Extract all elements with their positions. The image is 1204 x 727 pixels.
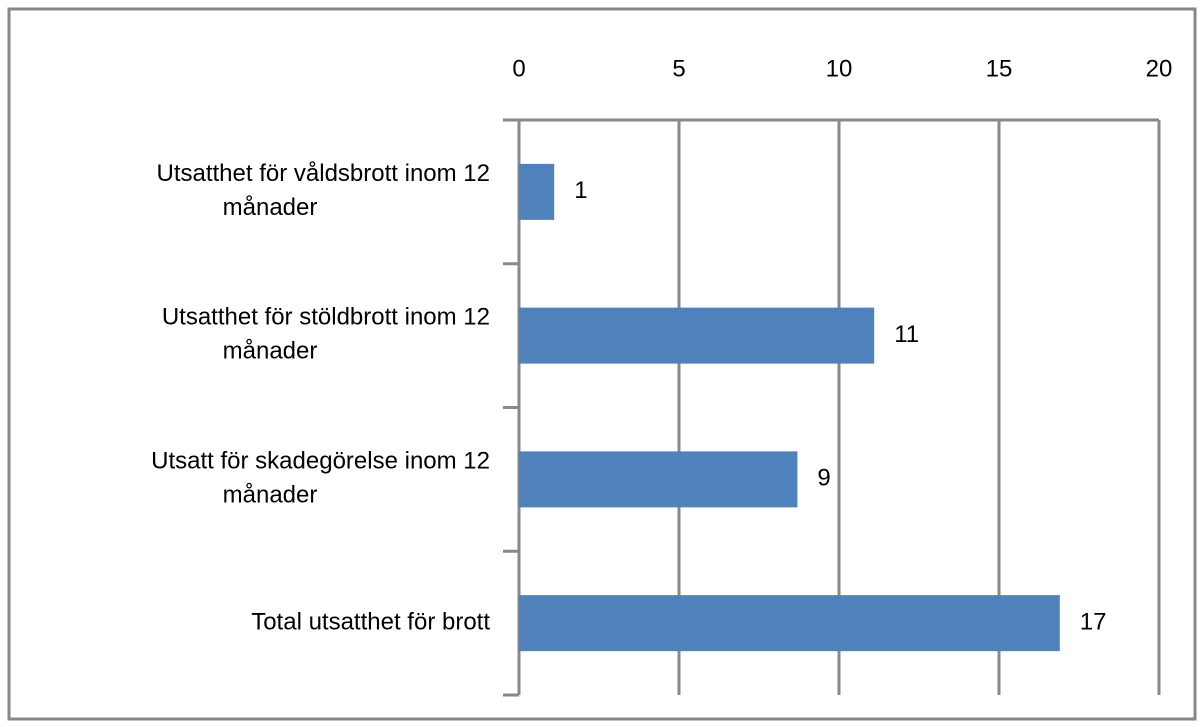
bar: [519, 451, 798, 508]
x-tick-label: 20: [1146, 55, 1173, 82]
data-label: 1: [574, 177, 587, 204]
x-tick-label: 5: [672, 55, 685, 82]
x-tick-label: 15: [986, 55, 1013, 82]
x-tick-label: 10: [826, 55, 853, 82]
data-label: 11: [894, 321, 919, 348]
x-tick-label: 0: [512, 55, 525, 82]
y-tick-label: Utsatt för skadegörelse inom 12 månader: [151, 448, 490, 509]
bar: [519, 163, 555, 220]
bar: [519, 595, 1060, 652]
data-label: 17: [1080, 608, 1107, 635]
y-tick-label: Utsatthet för stöldbrott inom 12 månader: [162, 304, 490, 365]
y-tick-label: Utsatthet för våldsbrott inom 12 månader: [157, 160, 491, 221]
y-tick-label: Total utsatthet för brott: [251, 608, 490, 635]
data-label: 9: [817, 465, 830, 492]
bar: [519, 307, 875, 364]
